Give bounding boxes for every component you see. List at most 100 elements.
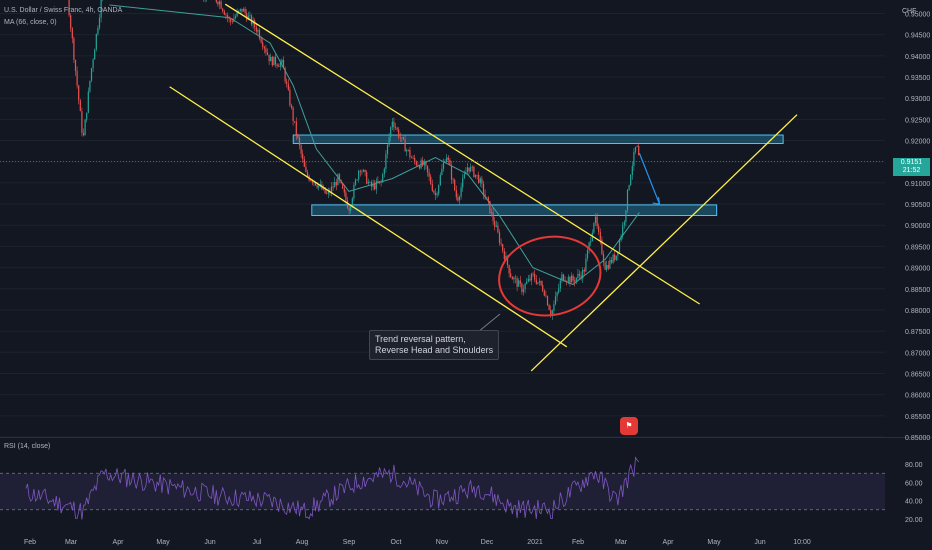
candle-body (278, 66, 280, 67)
price-tick-label: 0.93000 (905, 96, 930, 103)
candle-body (298, 137, 301, 146)
candle-body (74, 59, 77, 71)
candle-body (425, 161, 427, 166)
candle-body (551, 310, 553, 316)
candle-body (522, 289, 525, 293)
candle-body (420, 160, 422, 169)
time-tick-label: Oct (391, 539, 402, 546)
candle-body (322, 187, 325, 190)
time-tick-label: Jul (253, 539, 262, 546)
candle-body (415, 161, 417, 166)
candle-body (263, 47, 265, 49)
candle-body (289, 89, 291, 106)
candle-body (554, 296, 557, 305)
candle-body (343, 188, 345, 193)
candle-body (254, 20, 256, 28)
candle-body (487, 197, 489, 201)
candle-body (422, 160, 424, 166)
candle-body (276, 64, 278, 67)
candle-body (383, 168, 385, 175)
price-tick-label: 0.87000 (905, 350, 930, 357)
candle-body (577, 273, 579, 278)
candle-body (505, 255, 507, 260)
candle-body (97, 27, 99, 34)
candle-body (310, 180, 312, 182)
candle-body (386, 144, 389, 155)
candle-body (241, 8, 243, 12)
candle-body (569, 276, 571, 283)
candle-body (92, 59, 94, 69)
rsi-tick-label: 20.00 (905, 517, 923, 524)
rsi-tick-label: 40.00 (905, 499, 923, 506)
candle-body (226, 14, 229, 18)
candle-body (543, 290, 545, 296)
candle-body (497, 225, 499, 233)
candles (68, 0, 640, 320)
rsi-tick-label: 60.00 (905, 480, 923, 487)
candle-body (439, 175, 441, 186)
candle-body (580, 275, 582, 279)
candle-body (399, 137, 401, 139)
candle-body (334, 181, 336, 188)
candle-body (604, 262, 606, 270)
candle-body (490, 212, 493, 214)
candle-body (465, 172, 467, 175)
candle-body (495, 225, 497, 227)
candle-body (346, 200, 349, 209)
last-price-tag: 0.9151 21:52 (893, 158, 930, 176)
candle-body (238, 10, 240, 12)
candle-body (436, 193, 438, 196)
candle-body (358, 170, 360, 180)
price-tick-label: 0.85500 (905, 414, 930, 421)
candle-body (242, 8, 245, 12)
candle-body (606, 265, 608, 270)
candle-body (452, 179, 454, 181)
candle-body (89, 80, 91, 92)
flag-icon[interactable]: ⚑ (620, 417, 638, 435)
candle-body (273, 56, 275, 66)
candle-body (417, 165, 419, 166)
candle-body (462, 178, 464, 188)
candle-body (537, 282, 539, 284)
candle-body (438, 185, 440, 194)
candle-body (454, 179, 456, 191)
time-axis: Feb Mar Apr May Jun Jul Aug Sep Oct Nov Dec 2021 Feb… (24, 539, 811, 546)
candle-body (538, 280, 541, 283)
candle-body (260, 38, 262, 43)
candle-body (583, 269, 585, 272)
candle-body (607, 265, 609, 269)
price-tick-label: 0.89500 (905, 244, 930, 251)
candle-body (500, 242, 502, 245)
candle-body (618, 240, 621, 252)
candle-body (353, 184, 355, 199)
candle-body (481, 178, 483, 184)
candle-body (638, 146, 640, 156)
candle-body (446, 157, 448, 163)
bar-countdown: 21:52 (902, 167, 921, 174)
candle-body (385, 154, 387, 169)
annotation-note[interactable]: Trend reversal pattern, Reverse Head and… (369, 330, 500, 360)
candle-body (82, 132, 85, 136)
candle-body (332, 186, 334, 188)
candle-body (268, 54, 270, 62)
candle-body (372, 183, 374, 187)
price-tick-label: 0.93500 (905, 75, 930, 82)
candle-body (351, 198, 353, 206)
candle-body (265, 48, 267, 53)
candle-body (519, 280, 521, 284)
trendline (224, 3, 701, 305)
candle-body (433, 190, 435, 193)
candle-body (526, 281, 528, 284)
candle-body (266, 52, 269, 55)
candle-body (471, 166, 473, 168)
candle-body (617, 251, 619, 256)
last-price: 0.9151 (900, 159, 923, 166)
horizontal-zones (292, 134, 784, 216)
candle-body (362, 169, 365, 172)
candle-body (262, 42, 264, 48)
candle-body (478, 174, 480, 183)
candle-body (562, 274, 565, 281)
candle-body (295, 121, 297, 135)
candle-body (556, 292, 558, 297)
